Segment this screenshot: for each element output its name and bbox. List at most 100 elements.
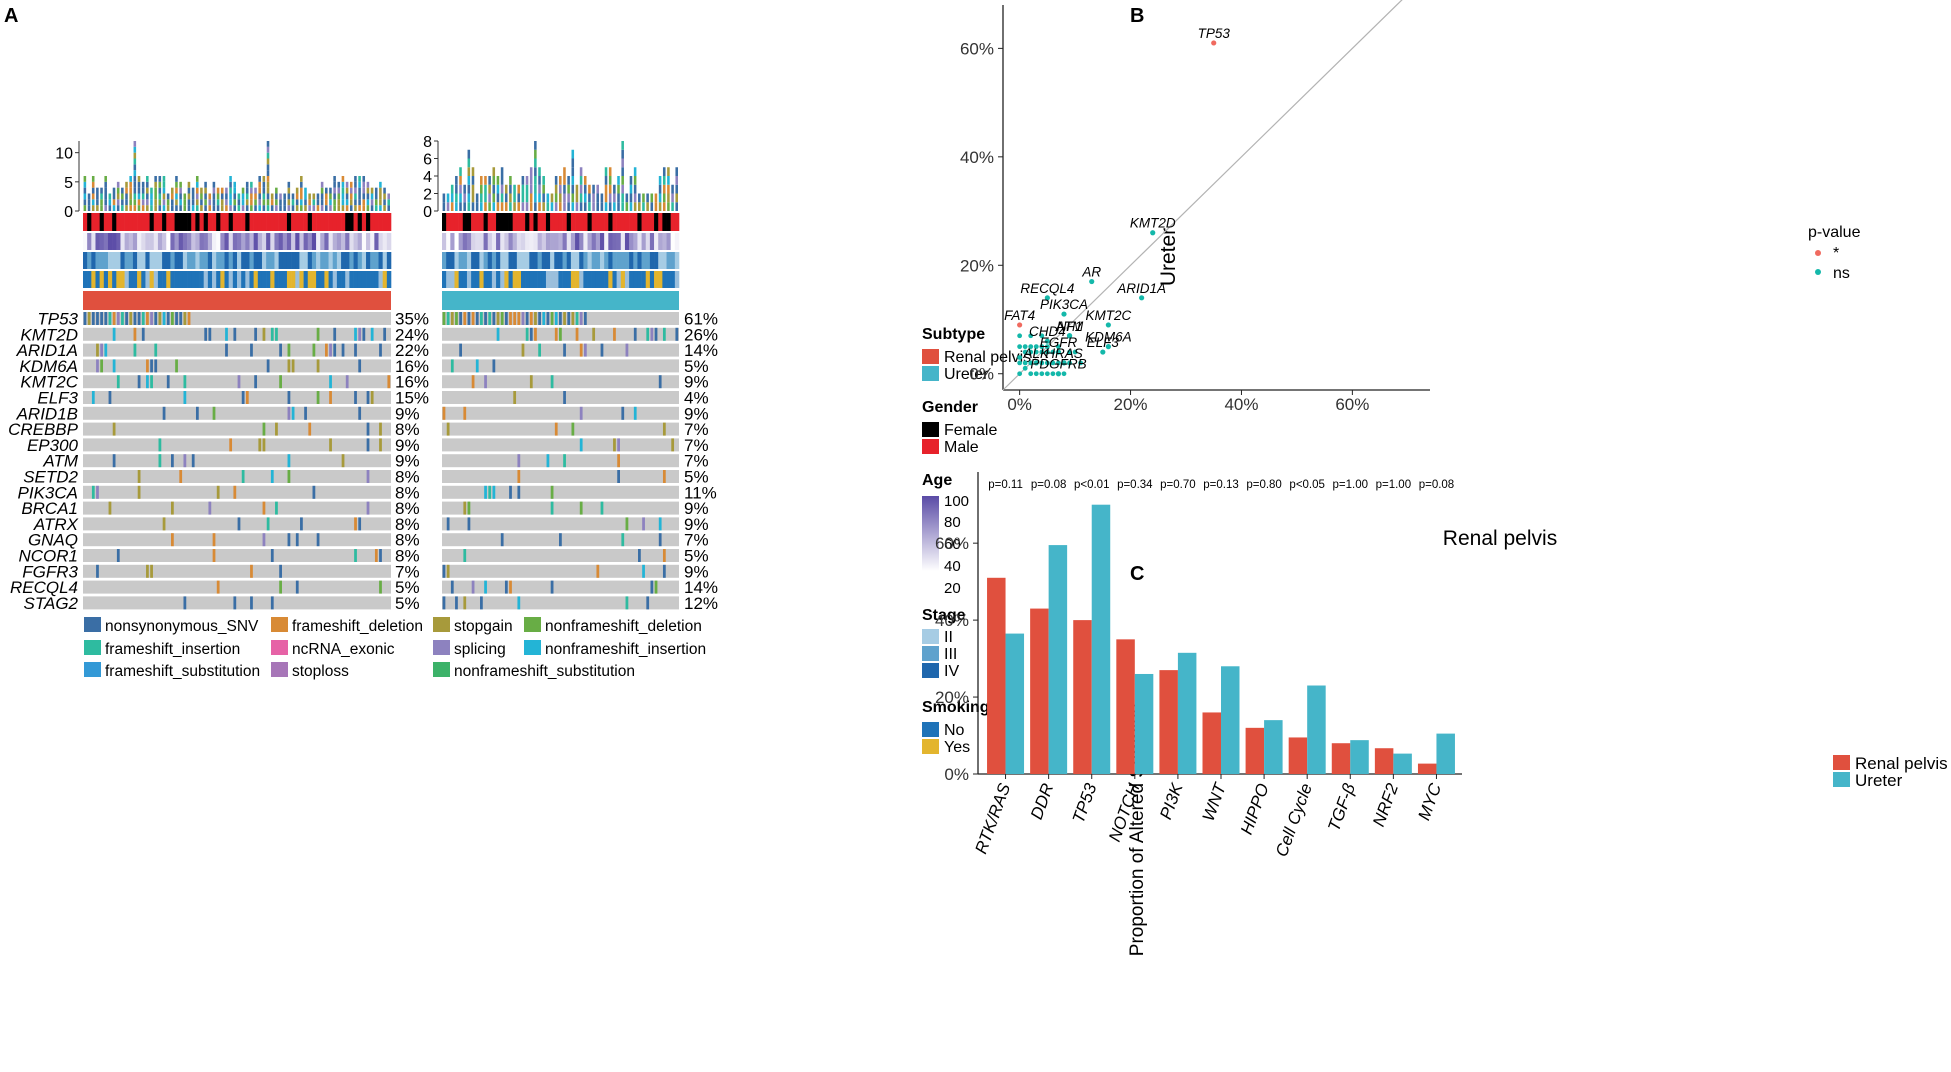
smoking-cell [366, 271, 371, 288]
bar-renal [1245, 727, 1265, 774]
age-cell [349, 233, 354, 250]
stage-cell [149, 252, 155, 269]
mutation-cell [492, 312, 496, 325]
smoking-cell [633, 271, 638, 288]
tmb-bar-segment [575, 193, 579, 203]
mutation-cell [287, 343, 291, 357]
bar-y-tick-label: 60% [935, 534, 969, 553]
tmb-bar-segment [108, 193, 112, 200]
stage-cell [529, 252, 534, 269]
scatter-point-label: AR [1081, 265, 1101, 280]
gender-cell [345, 213, 350, 231]
tmb-bar-segment [341, 193, 345, 200]
tmb-bar-segment [300, 181, 303, 188]
tmb-bar-segment [671, 193, 674, 203]
smoking-cell [587, 271, 592, 288]
tmb-bar-segment [266, 158, 270, 165]
tmb-bar-segment [141, 181, 145, 188]
tmb-bar-segment [442, 193, 446, 203]
tmb-bar-segment [463, 184, 466, 194]
tmb-bar-segment [237, 199, 241, 206]
tmb-bar-segment [300, 205, 303, 211]
smoking-cell [654, 271, 659, 288]
mutation-cell [467, 517, 471, 531]
tmb-bar-segment [258, 199, 261, 206]
stage-cell [533, 252, 538, 269]
tmb-bar-segment [613, 184, 616, 194]
gender-cell [349, 213, 354, 231]
variant-swatch [84, 640, 101, 655]
tmb-bar-segment [455, 193, 458, 203]
tmb-bar-segment [459, 167, 462, 176]
smoking-cell [270, 271, 275, 288]
gene-row-bg [83, 438, 391, 452]
legend-swatch-female [922, 422, 939, 437]
tmb-bar-segment [542, 193, 545, 203]
tmb-bar-segment [658, 193, 662, 203]
tmb-bar-segment [316, 205, 320, 211]
tmb-bar-segment [104, 176, 107, 182]
tmb-bar-segment [175, 181, 178, 188]
gender-cell [336, 213, 342, 231]
mutation-cell [613, 327, 616, 341]
stage-cell [345, 252, 350, 269]
age-cell [353, 233, 359, 250]
gender-cell [483, 213, 489, 231]
mutation-cell [592, 327, 596, 341]
mutation-cell [270, 327, 274, 341]
age-cell [462, 233, 468, 250]
smoking-cell [87, 271, 92, 288]
scatter-point [1039, 371, 1045, 377]
tmb-bar-segment [538, 167, 541, 176]
mutation-cell [646, 327, 650, 341]
mutation-cell [341, 343, 345, 357]
smoking-cell [662, 271, 667, 288]
tmb-bar-segment [617, 193, 620, 203]
stage-cell [579, 252, 584, 269]
stage-cell [366, 252, 371, 269]
smoking-cell [620, 271, 626, 288]
gene-label: STAG2 [24, 594, 79, 613]
annotation-legend: Subtype Renal pelvis Ureter Gender Femal… [922, 326, 1031, 756]
gene-row-bg [83, 454, 391, 468]
mutation-cell [463, 406, 467, 420]
gender-cell [291, 213, 296, 231]
legend-gender-title: Gender [922, 399, 978, 416]
mutation-cell [108, 312, 112, 325]
variant-swatch [84, 617, 101, 632]
mutation-cell [379, 549, 382, 562]
mutation-cell [617, 438, 620, 452]
age-cell [558, 233, 563, 250]
scatter-point [1022, 344, 1028, 350]
tmb-bar-segment [358, 193, 361, 200]
age-cell [658, 233, 663, 250]
mutation-cell [233, 596, 237, 610]
gender-cell [253, 213, 259, 231]
tmb-bar-segment [225, 187, 228, 194]
mutation-cell [245, 391, 249, 404]
stage-cell [182, 252, 188, 269]
variant-swatch [524, 617, 541, 632]
mutation-cell [329, 375, 332, 389]
tmb-bar-segment [83, 176, 87, 182]
age-cell [212, 233, 217, 250]
age-cell [454, 233, 459, 250]
gene-percentage: 14% [684, 578, 718, 597]
mutation-cell [287, 454, 291, 468]
gene-label: NCOR1 [18, 547, 78, 566]
tmb-bar-segment [241, 199, 245, 206]
bar-renal [1073, 620, 1092, 774]
stage-cell [550, 252, 555, 269]
gene-percentage: 14% [684, 341, 718, 360]
gene-label: KDM6A [19, 357, 78, 376]
scatter-point-label: KDM6A [1085, 330, 1132, 345]
tmb-bar-segment [467, 176, 471, 185]
mutation-cell [600, 501, 604, 515]
bar-p-value: p=0.08 [1031, 479, 1067, 491]
tmb-bar-segment [250, 199, 253, 206]
gender-cell [374, 213, 379, 231]
gender-cell [587, 213, 592, 231]
smoking-cell [374, 271, 379, 288]
mutation-cell [241, 470, 245, 483]
tmb-bar-segment [496, 202, 500, 211]
